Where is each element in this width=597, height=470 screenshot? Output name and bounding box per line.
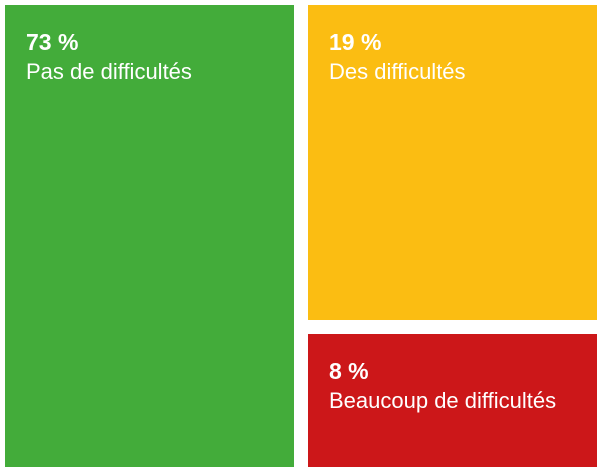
value-label: 19 % bbox=[329, 29, 382, 55]
value-label: 8 % bbox=[329, 358, 369, 385]
category-label: Pas de difficultés bbox=[26, 59, 192, 84]
value-label: 73 % bbox=[26, 29, 79, 55]
tile: 8 % Beaucoup de difficultés bbox=[308, 334, 597, 467]
category-label: Beaucoup de difficultés bbox=[329, 388, 557, 414]
category-label: Des difficultés bbox=[329, 59, 466, 84]
tile: 19 % Des difficultés bbox=[308, 5, 597, 321]
tile: 73 % Pas de difficultés bbox=[5, 5, 294, 467]
